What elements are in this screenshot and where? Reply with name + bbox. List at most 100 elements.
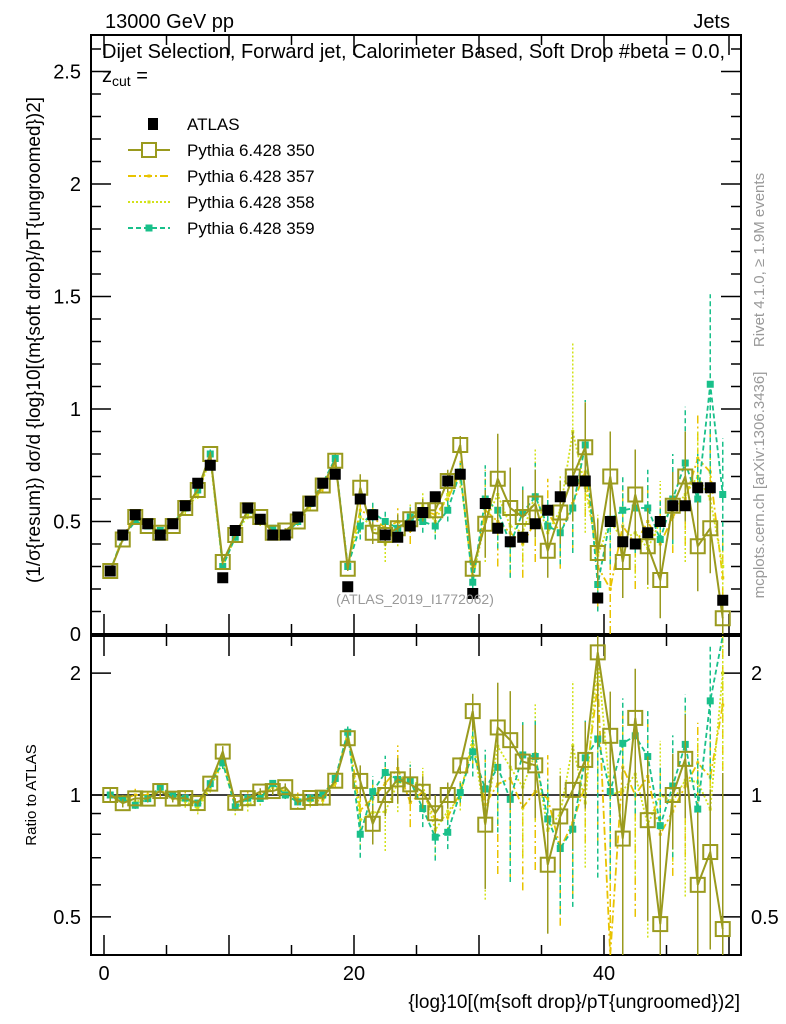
data-point [677,468,694,485]
data-point [704,482,716,494]
header-left: 13000 GeV pp [105,11,234,33]
ratio-point [202,775,219,792]
data-point [439,473,456,489]
legend-marker [147,200,151,204]
series-pythia-6-428-357 [108,413,725,956]
ratio-point [189,795,206,812]
ratio-point [252,783,269,800]
data-point [721,565,725,568]
ratio-point [489,719,506,736]
legend-marker [141,142,157,158]
ratio-point [589,644,606,661]
data-point [589,545,606,561]
data-point [442,475,454,487]
legend-entry: Pythia 6.428 357 [128,167,315,186]
legend-entry: Pythia 6.428 358 [128,193,315,212]
data-point [327,452,344,469]
y-axis-label: (1/σ{resum}) dσ/d {log}10[(m{soft drop}/… [24,97,45,583]
ratio-point [389,771,406,788]
ratio-point [102,787,119,803]
data-point [429,491,441,503]
legend-label: Pythia 6.428 359 [187,219,315,238]
data-point [167,518,179,530]
data-point [356,522,364,530]
data-point [317,477,329,489]
data-point [629,538,641,550]
ratio-point [639,812,656,829]
data-point [504,536,516,548]
data-point [469,578,477,586]
y-tick-label: 1 [70,399,81,421]
data-point [539,542,556,559]
y-tick-label: 0.5 [53,512,81,534]
data-point [129,509,141,521]
ratio-point [527,757,544,774]
data-point [514,509,531,525]
ratio-point [369,788,377,796]
data-point [467,588,479,599]
ratio-y-tick-label: 1 [751,785,762,807]
ratio-point [706,697,714,705]
data-point [342,581,354,593]
ratio-point [694,805,702,813]
data-point [529,518,541,530]
ratio-point [652,916,669,933]
ratio-point [164,790,181,807]
data-point [714,610,731,627]
x-tick-label: 0 [98,963,109,985]
legend-marker [147,174,151,178]
ratio-point [431,833,439,841]
ratio-y-tick-label: 0.5 [751,907,779,929]
data-point [627,486,644,503]
data-point [192,477,204,489]
ratio-point [177,790,194,807]
data-point [567,475,579,487]
data-point [608,587,612,591]
y-tick-label: 0 [70,624,81,646]
ratio-point [302,790,319,807]
data-point [502,500,519,516]
ratio-point [664,787,681,803]
ratio-point [339,730,356,747]
data-point [379,529,391,541]
data-point [267,529,279,541]
data-point [452,437,469,453]
series-pythia-6-428-350 [102,402,731,955]
data-point [431,522,439,530]
data-point [517,531,529,543]
y-tick-label: 2.5 [53,62,81,84]
ratio-point [381,769,389,777]
data-point [392,531,404,543]
rivet-version: Rivet 4.1.0, ≥ 1.9M events [751,173,768,347]
data-point [196,493,200,496]
ratio-point [289,793,306,810]
title-sub: cut [112,73,131,89]
ratio-line [109,635,724,851]
data-point [179,500,191,512]
data-point [592,592,604,604]
series-atlas [104,459,729,606]
mcplots-credit: mcplots.cern.ch [arXiv:1306.3436] [751,372,768,599]
data-point [131,518,139,525]
analysis-label: (ATLAS_2019_I1772062) [336,591,494,607]
data-point [464,560,481,577]
data-point [554,491,566,503]
ratio-point [677,750,694,767]
legend-marker [145,224,153,232]
ratio-point [439,787,456,803]
data-point [404,520,416,532]
data-point [717,594,729,606]
ratio-point [614,830,631,847]
data-point [354,493,366,505]
ratio-point [539,856,556,873]
data-point [246,513,250,517]
legend-entry: ATLAS [148,115,240,134]
data-point [602,468,619,485]
data-point [217,572,229,584]
ratio-y-tick-label: 0.5 [53,907,81,929]
data-point [527,495,544,512]
ratio-point [414,783,431,800]
data-point [721,576,725,580]
y-tick-label: 2 [70,174,81,196]
